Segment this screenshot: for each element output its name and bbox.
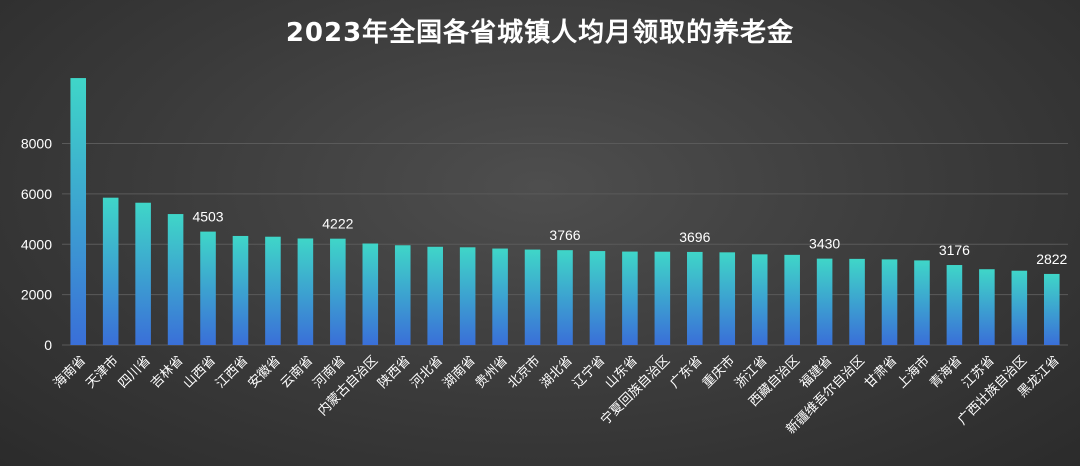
x-tick-label: 吉林省 (148, 353, 186, 391)
bar-28 (979, 269, 995, 345)
bar-2 (135, 202, 151, 345)
x-tick-label: 湖北省 (538, 353, 576, 391)
x-tick-label: 北京市 (504, 353, 543, 392)
bar-24 (849, 258, 865, 345)
x-tick-label: 上海市 (894, 353, 933, 392)
data-label: 3766 (549, 227, 580, 243)
y-tick-label: 8000 (21, 136, 52, 152)
x-tick-label: 海南省 (50, 353, 89, 392)
bar-23 (816, 258, 833, 345)
y-tick-label: 0 (44, 337, 52, 353)
bar-30 (1043, 273, 1060, 345)
bar-1 (102, 197, 119, 345)
x-tick-label: 辽宁省 (569, 353, 608, 392)
bars (70, 78, 1060, 345)
data-label: 3176 (939, 242, 970, 258)
bar-4 (200, 231, 216, 345)
bar-7 (297, 238, 314, 345)
x-tick-label: 安徽省 (246, 353, 284, 391)
x-tick-label: 江西省 (213, 353, 251, 391)
bar-21 (751, 254, 768, 345)
bar-10 (394, 245, 411, 345)
bar-11 (427, 246, 443, 345)
data-label: 2822 (1036, 251, 1067, 267)
bar-25 (881, 259, 898, 345)
x-tick-label: 天津市 (83, 353, 122, 392)
bar-26 (914, 260, 930, 345)
x-tick-label: 贵州省 (473, 353, 511, 391)
x-tick-label: 云南省 (277, 353, 316, 392)
bar-19 (687, 251, 703, 345)
bar-6 (265, 236, 281, 345)
y-tick-label: 6000 (21, 186, 52, 202)
bar-14 (524, 249, 541, 345)
x-tick-label: 青海省 (927, 353, 965, 391)
bar-18 (654, 251, 671, 345)
x-tick-label: 山西省 (181, 353, 219, 391)
x-tick-label: 湖南省 (440, 353, 479, 392)
bar-3 (167, 214, 184, 345)
y-tick-label: 4000 (21, 236, 52, 252)
bar-27 (946, 265, 963, 345)
data-label: 4222 (322, 216, 353, 232)
bar-9 (362, 243, 379, 345)
x-tick-label: 重庆市 (699, 353, 738, 392)
x-tick-label: 广东省 (667, 353, 705, 391)
data-label: 4503 (192, 209, 223, 225)
bar-5 (232, 235, 249, 345)
data-label: 3696 (679, 229, 710, 245)
x-tick-label: 四川省 (116, 353, 154, 391)
x-tick-label: 河北省 (408, 353, 446, 391)
bar-12 (459, 247, 476, 345)
data-label: 3430 (809, 236, 840, 252)
bar-15 (557, 250, 573, 345)
x-tick-label: 甘肃省 (862, 353, 900, 391)
bar-17 (622, 251, 638, 345)
y-tick-label: 2000 (21, 287, 52, 303)
bar-16 (589, 251, 606, 345)
bar-0 (70, 78, 87, 345)
bar-22 (784, 254, 800, 345)
bar-13 (492, 248, 508, 345)
bar-29 (1011, 270, 1028, 345)
chart-title: 2023年全国各省城镇人均月领取的养老金 (285, 18, 795, 48)
bar-8 (330, 238, 346, 345)
bar-20 (719, 252, 736, 345)
x-tick-label: 陕西省 (375, 353, 413, 391)
